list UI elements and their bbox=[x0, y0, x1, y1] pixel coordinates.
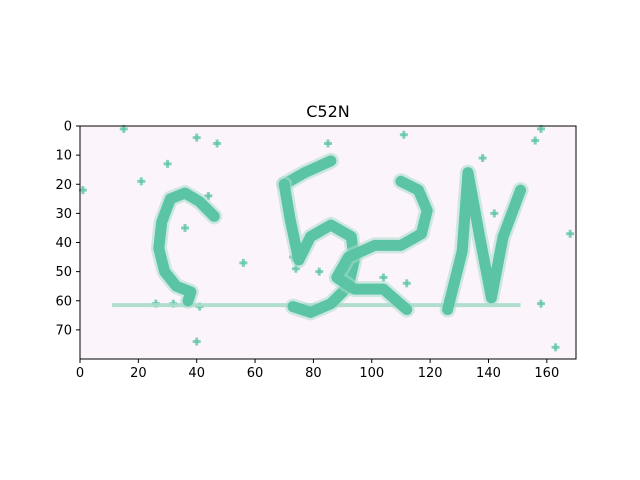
glyph-c bbox=[150, 185, 223, 309]
noise-speck bbox=[204, 191, 213, 200]
noise-speck bbox=[399, 130, 408, 139]
y-tick-label: 60 bbox=[55, 294, 72, 309]
glyph-n bbox=[439, 164, 529, 318]
x-tick-label: 80 bbox=[305, 366, 322, 381]
y-tick-label: 0 bbox=[64, 120, 72, 135]
noise-speck bbox=[192, 133, 201, 142]
captcha-glyphs bbox=[150, 152, 529, 321]
noise-speck bbox=[566, 229, 575, 238]
noise-speck bbox=[324, 139, 332, 148]
noise-speck bbox=[192, 337, 201, 346]
x-tick-label: 0 bbox=[76, 366, 84, 381]
x-tick-label: 140 bbox=[476, 366, 501, 381]
noise-speck bbox=[137, 177, 146, 186]
y-tick-label: 40 bbox=[55, 236, 72, 251]
noise-speck bbox=[379, 273, 388, 282]
x-tick-label: 60 bbox=[247, 366, 264, 381]
x-axis: 0 20 40 60 80 100 120 140 160 bbox=[76, 359, 559, 381]
y-tick-label: 20 bbox=[55, 178, 72, 193]
x-tick-label: 20 bbox=[130, 366, 147, 381]
x-tick-label: 160 bbox=[534, 366, 559, 381]
x-tick-label: 100 bbox=[359, 366, 384, 381]
noise-speck bbox=[478, 154, 487, 163]
noise-speck bbox=[78, 186, 87, 195]
y-axis: 0 10 20 30 40 50 60 70 bbox=[55, 120, 80, 338]
noise-speck bbox=[531, 136, 540, 145]
y-tick-label: 50 bbox=[55, 265, 72, 280]
y-tick-label: 30 bbox=[55, 207, 72, 222]
noise-speck bbox=[213, 139, 222, 148]
noise-speck bbox=[536, 124, 545, 133]
x-tick-label: 120 bbox=[418, 366, 443, 381]
noise-speck bbox=[181, 223, 190, 232]
glyph-5 bbox=[276, 152, 363, 321]
noise-speck bbox=[119, 124, 128, 133]
noise-speck bbox=[291, 264, 300, 273]
y-tick-label: 70 bbox=[55, 323, 72, 338]
plot-area bbox=[78, 124, 577, 360]
noise-speck bbox=[551, 343, 560, 352]
noise-speck bbox=[163, 159, 172, 168]
glyph-2 bbox=[328, 173, 436, 318]
x-tick-label: 40 bbox=[188, 366, 205, 381]
noise-speck bbox=[239, 258, 248, 267]
chart-title: C52N bbox=[306, 102, 350, 121]
y-tick-label: 10 bbox=[55, 149, 72, 164]
noise-speck bbox=[490, 209, 499, 218]
noise-speck bbox=[315, 267, 324, 276]
noise-speck bbox=[402, 279, 411, 288]
noise-speck bbox=[536, 299, 545, 308]
